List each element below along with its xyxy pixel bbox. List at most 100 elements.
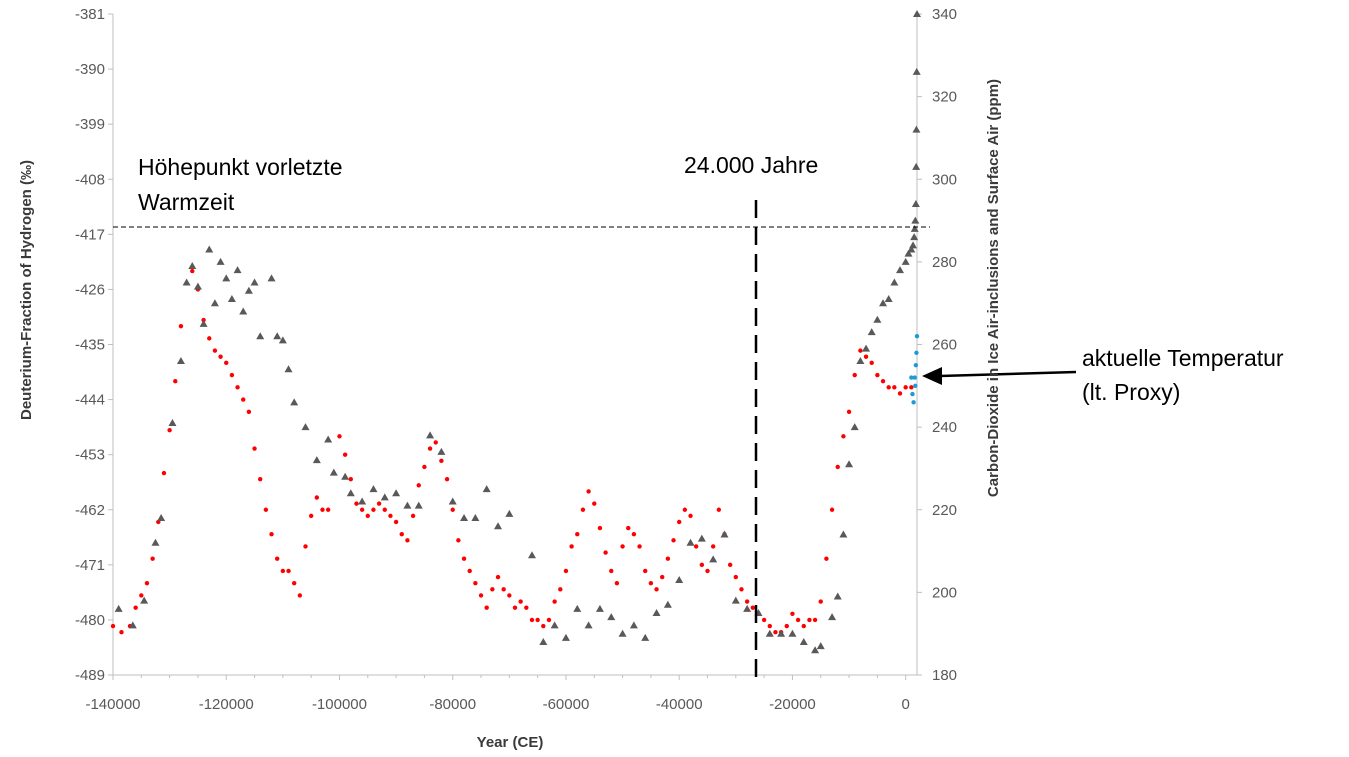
deuterium-point (784, 623, 789, 629)
co2-point (629, 621, 638, 629)
co2-point (839, 530, 848, 538)
co2-point (426, 431, 435, 439)
co2-point (743, 604, 752, 612)
co2-point (346, 489, 355, 497)
deuterium-point (710, 544, 716, 549)
deuterium-point (569, 544, 574, 549)
x-tick-label: -140000 (85, 696, 140, 713)
co2-point (912, 162, 921, 170)
co2-point (227, 295, 236, 303)
co2-point (193, 282, 202, 290)
deuterium-point (699, 562, 705, 568)
co2-point (788, 629, 797, 637)
co2-point (896, 266, 905, 274)
deuterium-point (218, 354, 223, 359)
co2-point (151, 538, 160, 546)
co2-point (448, 497, 457, 505)
deuterium-point (133, 605, 138, 610)
deuterium-point (348, 476, 354, 482)
deuterium-point (807, 617, 812, 623)
deuterium-point (150, 556, 155, 561)
co2-point (494, 522, 503, 530)
deuterium-point (501, 587, 506, 592)
x-tick-label: -20000 (769, 696, 816, 713)
co2-point (573, 604, 582, 612)
deuterium-point (359, 507, 365, 512)
y-right-tick-label: 240 (932, 419, 957, 436)
co2-point (550, 621, 559, 629)
x-tick-label: -120000 (199, 696, 254, 713)
co2-point (182, 278, 191, 286)
co2-point (912, 67, 921, 75)
deuterium-point (716, 507, 722, 512)
co2-point (273, 332, 282, 340)
deuterium-point (660, 574, 665, 580)
deuterium-point (376, 501, 382, 506)
deuterium-point (314, 495, 320, 500)
co2-point (222, 274, 231, 282)
deuterium-point (456, 538, 461, 543)
deuterium-point (688, 513, 693, 519)
current-label-line1: aktuelle Temperatur (1082, 345, 1284, 371)
deuterium-point (246, 409, 252, 415)
co2-point (663, 600, 672, 608)
deuterium-point (308, 513, 314, 519)
co2-point (460, 514, 469, 522)
co2-point (329, 468, 338, 476)
y-left-tick-label: -453 (75, 447, 105, 464)
deuterium-point (546, 617, 552, 623)
deuterium-point (263, 507, 269, 512)
deuterium-point (586, 489, 591, 494)
y-left-tick-label: -399 (75, 116, 105, 133)
y-left-tick-label: -444 (75, 392, 105, 409)
deuterium-point (648, 580, 654, 586)
x-tick-labels: -140000 -120000 -100000 -80000 -60000 -40000 -… (85, 696, 909, 713)
y-left-tick-label: -462 (75, 502, 105, 519)
deuterium-point (416, 483, 421, 488)
deuterium-point (512, 605, 518, 610)
deuterium-point (461, 556, 467, 561)
co2-point (816, 642, 825, 650)
co2-point (584, 621, 593, 629)
deuterium-point (744, 599, 750, 604)
deuterium-point (682, 507, 688, 512)
co2-point (910, 233, 919, 241)
y-left-tick-labels: -381 -390 -399 -408 -417 -426 -435 -444 -453 -462… (75, 6, 105, 684)
deuterium-point (812, 617, 818, 623)
deuterium-point (795, 617, 801, 623)
deuterium-point (580, 507, 586, 512)
deuterium-point (433, 440, 438, 445)
deuterium-point (801, 623, 806, 629)
deuterium-point (609, 568, 614, 574)
deuterium-point (495, 574, 501, 580)
y-right-tick-label: 180 (932, 667, 957, 684)
deuterium-point (637, 544, 642, 549)
co2-point (482, 485, 491, 493)
y-right-axis-title: Carbon-Dioxide in Ice Air-inclusions and… (985, 79, 1002, 497)
y-right-tick-label: 220 (932, 502, 957, 519)
current-arrow-line (939, 370, 1077, 378)
y-left-tick-label: -408 (75, 171, 105, 188)
co2-point (709, 555, 718, 563)
deuterium-point (858, 348, 863, 353)
co2-point (595, 604, 604, 612)
co2-point (884, 295, 893, 303)
deuterium-point (886, 385, 891, 390)
y-left-tick-label: -435 (75, 337, 105, 354)
deuterium-point (241, 397, 246, 402)
deuterium-point (773, 629, 778, 635)
y-left-tick-label: -489 (75, 667, 105, 684)
co2-point (561, 633, 570, 641)
deuterium-point (224, 360, 229, 366)
deuterium-point (875, 372, 880, 378)
deuterium-point (790, 611, 795, 616)
recent-point (914, 350, 919, 355)
co2-point (890, 278, 899, 286)
co2-point (527, 551, 536, 559)
co2-point (879, 299, 888, 307)
co2-point (641, 633, 650, 641)
co2-point (720, 530, 729, 538)
deuterium-point (382, 507, 387, 512)
deuterium-point (654, 587, 659, 592)
co2-point (250, 278, 259, 286)
